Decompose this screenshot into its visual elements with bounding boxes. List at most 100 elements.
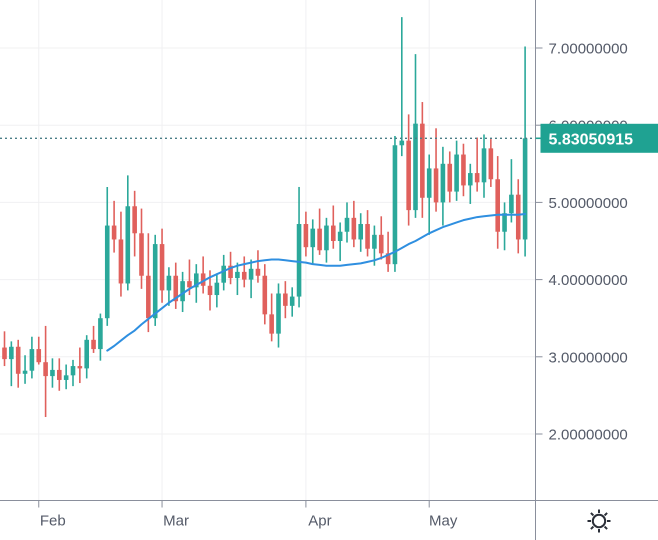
candle-body — [166, 275, 172, 291]
candlestick[interactable] — [385, 231, 391, 272]
candlestick[interactable] — [241, 256, 247, 288]
chart-settings-button[interactable] — [587, 509, 611, 533]
price-tick-label[interactable]: 3.00000000 — [549, 349, 628, 366]
candlestick[interactable] — [488, 139, 494, 187]
candlestick[interactable] — [454, 140, 459, 201]
candlestick[interactable] — [200, 256, 206, 294]
candlestick[interactable] — [77, 347, 83, 384]
candlestick[interactable] — [63, 364, 69, 390]
candlestick[interactable] — [515, 179, 521, 254]
candlestick[interactable] — [331, 205, 336, 249]
candlestick[interactable] — [289, 287, 295, 317]
candle-body — [241, 271, 247, 280]
candlestick[interactable] — [440, 146, 446, 226]
candlestick[interactable] — [43, 325, 48, 418]
price-tick-label[interactable]: 7.00000000 — [549, 41, 628, 58]
price-tick-label[interactable]: 4.00000000 — [549, 272, 628, 289]
candlestick[interactable] — [392, 136, 398, 272]
candlestick[interactable] — [351, 200, 357, 248]
candlestick[interactable] — [139, 208, 144, 289]
candlestick[interactable] — [146, 233, 151, 333]
candlestick[interactable] — [358, 213, 363, 252]
candle-body — [440, 163, 446, 203]
candle-body — [474, 173, 480, 183]
candlestick[interactable] — [474, 137, 480, 192]
time-tick-label[interactable]: May — [429, 513, 458, 530]
candlestick[interactable] — [324, 217, 329, 263]
candlestick[interactable] — [70, 359, 76, 387]
price-tick-label[interactable]: 5.00000000 — [549, 195, 628, 212]
candle-body — [296, 224, 302, 297]
current-price-badge[interactable]: 5.83050915 — [535, 123, 658, 153]
candlestick[interactable] — [2, 331, 7, 367]
candlestick[interactable] — [372, 225, 377, 266]
candlestick[interactable] — [426, 154, 432, 235]
candlestick-series[interactable] — [2, 17, 528, 418]
time-tick-label[interactable]: Apr — [308, 513, 331, 530]
candlestick[interactable] — [194, 264, 199, 303]
candlestick[interactable] — [152, 234, 158, 326]
candle-body — [413, 123, 418, 211]
candlestick[interactable] — [9, 341, 14, 387]
candlestick[interactable] — [173, 262, 179, 309]
candlestick[interactable] — [166, 267, 172, 306]
candlestick[interactable] — [262, 264, 268, 325]
candlestick[interactable] — [50, 358, 55, 388]
candlestick[interactable] — [22, 355, 28, 384]
candlestick[interactable] — [283, 281, 288, 319]
candlestick[interactable] — [303, 211, 309, 257]
candlestick[interactable] — [522, 46, 528, 257]
price-axis-labels[interactable]: 7.000000006.000000005.000000004.00000000… — [535, 41, 628, 444]
candlestick[interactable] — [495, 156, 500, 249]
candlestick[interactable] — [399, 17, 405, 157]
candlestick[interactable] — [344, 202, 350, 243]
candlestick[interactable] — [180, 271, 185, 313]
candlestick[interactable] — [84, 335, 89, 379]
candlestick[interactable] — [57, 358, 62, 391]
candlestick[interactable] — [125, 175, 131, 291]
candlestick[interactable] — [378, 216, 384, 260]
candlestick[interactable] — [118, 211, 124, 297]
candlestick[interactable] — [29, 336, 35, 379]
candlestick[interactable] — [214, 273, 220, 308]
candlestick[interactable] — [481, 134, 487, 198]
candlestick[interactable] — [365, 210, 370, 257]
candlestick[interactable] — [447, 151, 453, 203]
time-tick-label[interactable]: Mar — [163, 513, 189, 530]
time-axis-labels[interactable]: Feb Mar Apr May — [38, 500, 458, 530]
time-tick-label[interactable]: Feb — [40, 513, 66, 530]
candlestick[interactable] — [420, 102, 425, 218]
candle-body — [433, 168, 439, 203]
candle-body — [63, 375, 69, 380]
candlestick[interactable] — [509, 159, 514, 223]
candlestick[interactable] — [310, 219, 316, 265]
price-tick-label[interactable]: 2.00000000 — [549, 427, 628, 444]
candlestick[interactable] — [269, 293, 274, 342]
candlestick[interactable] — [15, 339, 21, 388]
candlestick[interactable] — [36, 336, 42, 365]
price-badge-background[interactable] — [540, 123, 658, 153]
candlestick[interactable] — [91, 325, 96, 353]
candlestick[interactable] — [317, 208, 322, 255]
candlestick[interactable] — [248, 259, 254, 299]
candlestick[interactable] — [502, 202, 507, 251]
candlestick[interactable] — [433, 128, 439, 212]
candlestick[interactable] — [111, 200, 117, 253]
candlestick[interactable] — [413, 54, 418, 218]
candlestick[interactable] — [406, 114, 411, 226]
candlestick[interactable] — [276, 283, 281, 348]
candlestick[interactable] — [296, 186, 302, 308]
candlestick[interactable] — [468, 163, 473, 204]
candlestick[interactable] — [337, 222, 343, 262]
candlestick[interactable] — [98, 313, 103, 361]
candlestick[interactable] — [132, 190, 137, 257]
candlestick[interactable] — [104, 186, 110, 326]
candlestick[interactable] — [235, 262, 240, 296]
candlestick[interactable] — [461, 143, 466, 197]
gear-icon[interactable] — [587, 509, 611, 533]
candlestick[interactable] — [255, 250, 261, 283]
candlestick[interactable] — [221, 254, 226, 291]
candlestick[interactable] — [159, 228, 165, 303]
